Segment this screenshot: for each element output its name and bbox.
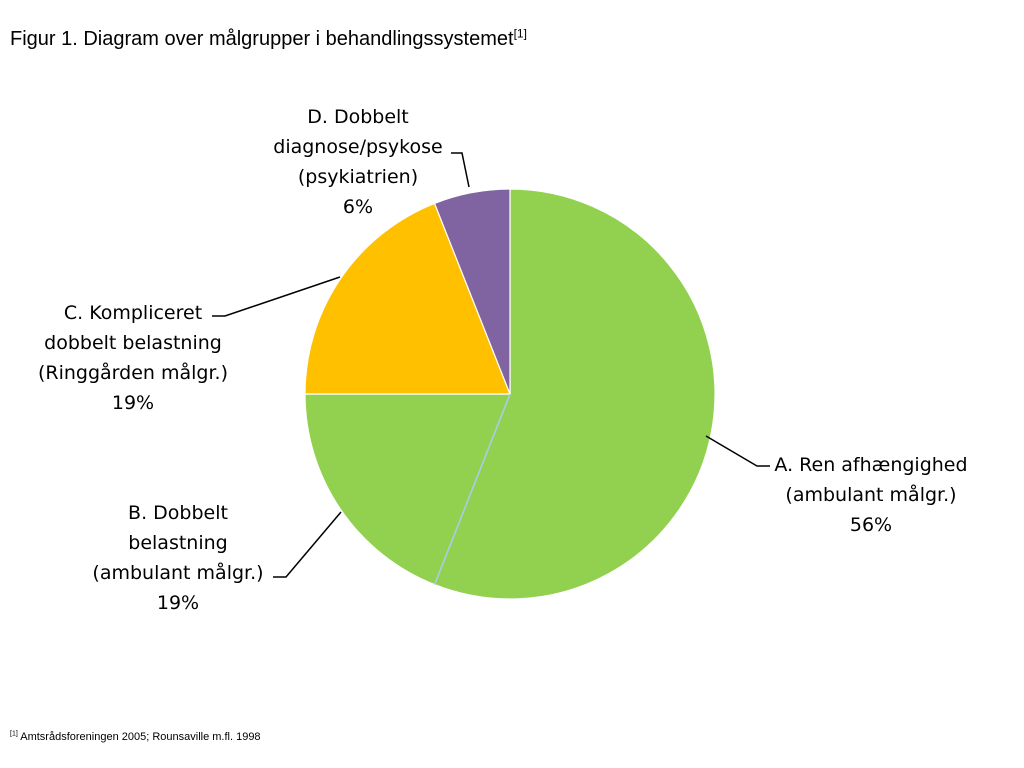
slice-name-label: A. Ren afhængighed <box>774 454 967 476</box>
footnote-text: Amtsrådsforeningen 2005; Rounsaville m.f… <box>20 731 261 743</box>
chart-title-text: Figur 1. Diagram over målgrupper i behan… <box>10 28 514 50</box>
slice-name-label: belastning <box>128 532 227 554</box>
data-label-d: D. Dobbelt diagnose/psykose (psykiatrien) 6… <box>273 106 470 218</box>
slice-name-label: diagnose/psykose <box>273 136 442 158</box>
slice-name-label: C. Kompliceret <box>64 302 202 324</box>
pie-slice-a <box>433 188 716 600</box>
footnote: [1] Amtsrådsforeningen 2005; Rounsaville… <box>10 730 261 743</box>
slice-percent-label: 19% <box>157 592 199 614</box>
pie-slice-c <box>304 202 511 395</box>
pie-slice-b <box>304 393 511 586</box>
slice-name-label: dobbelt belastning <box>44 332 222 354</box>
slice-name-label: (Ringgården målgr.) <box>38 361 228 384</box>
data-label-b: B. Dobbelt belastning (ambulant målgr.) 19% <box>92 502 342 614</box>
slice-percent-label: 19% <box>112 392 154 414</box>
slice-percent-label: 6% <box>343 196 373 218</box>
data-label-c: C. Kompliceret dobbelt belastning (Ringgår… <box>38 276 341 414</box>
leader-line-c <box>212 276 341 317</box>
footnote-reference-marker: [1] <box>10 730 18 738</box>
slice-separators <box>433 393 511 585</box>
title-reference-marker: [1] <box>513 26 527 41</box>
slice-name-label: (ambulant målgr.) <box>92 561 263 584</box>
slice-name-label: (ambulant målgr.) <box>785 483 956 506</box>
pie-slice-d <box>433 188 511 395</box>
data-label-a: A. Ren afhængighed (ambulant målgr.) 56% <box>705 435 968 536</box>
leader-line-a <box>705 435 770 467</box>
leader-line-b <box>273 511 342 578</box>
slice-percent-label: 56% <box>850 514 892 536</box>
pie-slices <box>304 188 716 600</box>
slice-name-label: D. Dobbelt <box>307 106 409 128</box>
chart-title: Figur 1. Diagram over målgrupper i behan… <box>10 26 527 51</box>
slice-name-label: B. Dobbelt <box>128 502 228 524</box>
leader-line-d <box>451 152 470 188</box>
slice-name-label: (psykiatrien) <box>298 166 418 188</box>
separator-line-a-b <box>433 393 511 585</box>
